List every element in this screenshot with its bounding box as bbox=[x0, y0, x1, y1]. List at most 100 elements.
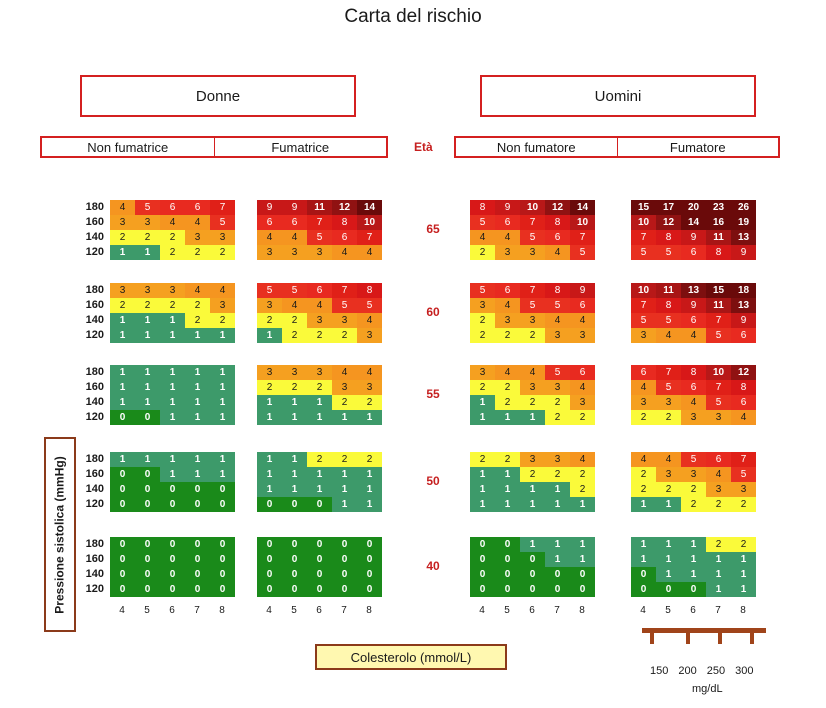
risk-cell: 5 bbox=[257, 283, 282, 298]
risk-cell: 2 bbox=[357, 452, 382, 467]
risk-cell: 8 bbox=[656, 230, 681, 245]
pressure-label: 120 bbox=[85, 329, 104, 341]
risk-cell: 2 bbox=[332, 328, 357, 343]
risk-cell: 2 bbox=[656, 410, 681, 425]
risk-cell: 4 bbox=[357, 313, 382, 328]
risk-cell: 7 bbox=[631, 230, 656, 245]
risk-cell: 2 bbox=[656, 482, 681, 497]
risk-cell: 2 bbox=[731, 497, 756, 512]
risk-cell: 0 bbox=[495, 552, 520, 567]
risk-cell: 1 bbox=[110, 380, 135, 395]
pressure-label: 140 bbox=[85, 314, 104, 326]
risk-cell: 8 bbox=[470, 200, 495, 215]
risk-cell: 1 bbox=[731, 552, 756, 567]
risk-cell: 1 bbox=[570, 497, 595, 512]
risk-cell: 1 bbox=[706, 552, 731, 567]
pressure-label: 120 bbox=[85, 246, 104, 258]
risk-cell: 10 bbox=[631, 215, 656, 230]
risk-cell: 1 bbox=[631, 497, 656, 512]
subheader-smoker-men: Fumatore bbox=[616, 138, 779, 156]
risk-cell: 5 bbox=[656, 245, 681, 260]
risk-cell: 1 bbox=[185, 467, 210, 482]
risk-cell: 1 bbox=[110, 452, 135, 467]
x-tick-label: 5 bbox=[144, 605, 150, 616]
risk-cell: 2 bbox=[731, 537, 756, 552]
risk-cell: 3 bbox=[357, 380, 382, 395]
risk-cell: 26 bbox=[731, 200, 756, 215]
risk-cell: 0 bbox=[332, 552, 357, 567]
risk-cell: 1 bbox=[160, 380, 185, 395]
risk-cell: 2 bbox=[210, 245, 235, 260]
x-tick-label: 7 bbox=[715, 605, 721, 616]
risk-cell: 7 bbox=[357, 230, 382, 245]
risk-cell: 3 bbox=[210, 298, 235, 313]
risk-cell: 11 bbox=[307, 200, 332, 215]
risk-cell: 6 bbox=[185, 200, 210, 215]
risk-cell: 2 bbox=[135, 298, 160, 313]
risk-cell: 0 bbox=[210, 552, 235, 567]
risk-cell: 11 bbox=[656, 283, 681, 298]
risk-cell: 9 bbox=[681, 298, 706, 313]
risk-cell: 4 bbox=[160, 215, 185, 230]
pressure-label: 160 bbox=[85, 381, 104, 393]
risk-cell: 0 bbox=[282, 567, 307, 582]
subheader-smoker-women: Fumatrice bbox=[213, 138, 387, 156]
risk-cell: 3 bbox=[110, 283, 135, 298]
risk-cell: 0 bbox=[357, 567, 382, 582]
risk-cell: 3 bbox=[307, 313, 332, 328]
risk-cell: 0 bbox=[185, 497, 210, 512]
risk-cell: 2 bbox=[135, 230, 160, 245]
risk-cell: 9 bbox=[570, 283, 595, 298]
risk-cell: 1 bbox=[307, 410, 332, 425]
risk-cell: 7 bbox=[520, 283, 545, 298]
pressure-label: 140 bbox=[85, 483, 104, 495]
ruler-bar bbox=[642, 628, 766, 633]
risk-cell: 4 bbox=[495, 365, 520, 380]
risk-cell: 2 bbox=[282, 380, 307, 395]
risk-cell: 0 bbox=[110, 482, 135, 497]
risk-cell: 3 bbox=[185, 230, 210, 245]
subheader-men: Non fumatore Fumatore bbox=[454, 136, 780, 158]
risk-cell: 0 bbox=[110, 410, 135, 425]
pressure-label: 120 bbox=[85, 498, 104, 510]
risk-cell: 4 bbox=[332, 365, 357, 380]
risk-cell: 5 bbox=[210, 215, 235, 230]
risk-cell: 1 bbox=[495, 410, 520, 425]
risk-cell: 20 bbox=[681, 200, 706, 215]
x-tick-label: 7 bbox=[554, 605, 560, 616]
risk-cell: 10 bbox=[357, 215, 382, 230]
risk-cell: 1 bbox=[110, 313, 135, 328]
risk-cell: 1 bbox=[470, 467, 495, 482]
risk-cell: 10 bbox=[520, 200, 545, 215]
risk-cell: 2 bbox=[282, 313, 307, 328]
x-tick-label: 4 bbox=[479, 605, 485, 616]
risk-cell: 3 bbox=[706, 410, 731, 425]
pressure-label: 180 bbox=[85, 284, 104, 296]
risk-cell: 3 bbox=[357, 328, 382, 343]
risk-cell: 1 bbox=[135, 395, 160, 410]
risk-cell: 2 bbox=[307, 380, 332, 395]
risk-cell: 13 bbox=[731, 230, 756, 245]
risk-cell: 1 bbox=[160, 313, 185, 328]
risk-cell: 0 bbox=[135, 552, 160, 567]
risk-cell: 4 bbox=[545, 245, 570, 260]
risk-cell: 15 bbox=[631, 200, 656, 215]
y-axis-label-box: Pressione sistolica (mmHg) bbox=[44, 437, 76, 632]
risk-cell: 6 bbox=[570, 298, 595, 313]
risk-cell: 0 bbox=[210, 497, 235, 512]
risk-cell: 0 bbox=[257, 552, 282, 567]
risk-cell: 0 bbox=[520, 567, 545, 582]
risk-cell: 14 bbox=[570, 200, 595, 215]
risk-cell: 1 bbox=[185, 365, 210, 380]
risk-cell: 0 bbox=[332, 537, 357, 552]
risk-cell: 5 bbox=[706, 395, 731, 410]
risk-cell: 8 bbox=[545, 215, 570, 230]
risk-cell: 1 bbox=[160, 410, 185, 425]
risk-cell: 9 bbox=[495, 200, 520, 215]
risk-cell: 2 bbox=[495, 380, 520, 395]
risk-cell: 3 bbox=[282, 245, 307, 260]
risk-cell: 2 bbox=[706, 537, 731, 552]
risk-cell: 4 bbox=[520, 365, 545, 380]
risk-cell: 0 bbox=[332, 567, 357, 582]
risk-cell: 17 bbox=[656, 200, 681, 215]
